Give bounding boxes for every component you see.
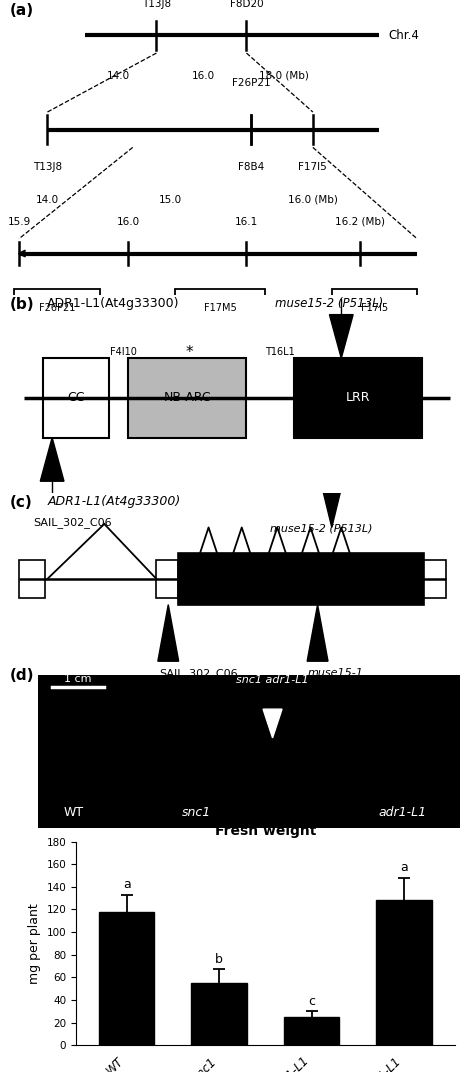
Bar [332, 288, 417, 327]
Text: F26P21: F26P21 [39, 303, 75, 313]
Text: T13J8: T13J8 [33, 162, 62, 173]
Text: F17I5: F17I5 [299, 162, 327, 173]
Polygon shape [263, 710, 282, 738]
Text: adr1-L1: adr1-L1 [379, 806, 427, 819]
Text: c: c [308, 995, 315, 1008]
Text: a: a [123, 878, 130, 891]
Text: SAIL_302_C06: SAIL_302_C06 [33, 517, 112, 527]
Text: CC: CC [67, 391, 84, 404]
Text: (d): (d) [9, 669, 34, 684]
Text: *: * [186, 345, 193, 360]
Text: F4I10: F4I10 [110, 347, 137, 357]
Text: 14.0: 14.0 [36, 195, 59, 205]
Bar [19, 560, 45, 598]
Text: 18.0 (Mb): 18.0 (Mb) [259, 71, 310, 80]
Text: 16.0: 16.0 [192, 71, 215, 80]
Polygon shape [329, 315, 353, 358]
Text: muse15-2 (P513L): muse15-2 (P513L) [275, 297, 383, 310]
Polygon shape [40, 437, 64, 481]
Text: T16L1: T16L1 [265, 347, 294, 357]
Text: 16.0 (Mb): 16.0 (Mb) [288, 195, 338, 205]
Text: (a): (a) [9, 3, 34, 18]
Text: ADR1-L1(At4g33300): ADR1-L1(At4g33300) [47, 495, 181, 508]
Polygon shape [307, 605, 328, 661]
Text: 1 cm: 1 cm [64, 673, 92, 684]
Bar [43, 358, 109, 437]
Bar [284, 1017, 339, 1045]
Text: F17M5: F17M5 [204, 303, 237, 313]
Text: 15.9: 15.9 [7, 217, 31, 227]
Text: muse15-1: muse15-1 [308, 668, 364, 679]
Bar [76, 333, 171, 372]
Text: 14.0: 14.0 [107, 71, 130, 80]
Polygon shape [158, 605, 179, 661]
Text: snc1: snc1 [182, 806, 211, 819]
Text: (b): (b) [9, 297, 34, 312]
Bar [191, 983, 247, 1045]
Text: LRR: LRR [346, 391, 370, 404]
Text: muse15-2 (P513L): muse15-2 (P513L) [270, 524, 373, 534]
Bar [128, 358, 246, 437]
Text: (c): (c) [9, 495, 32, 510]
Text: 15.0: 15.0 [159, 195, 182, 205]
Text: WT: WT [64, 806, 83, 819]
Text: ADR1-L1(At4g33300): ADR1-L1(At4g33300) [47, 297, 180, 310]
Bar [424, 560, 446, 598]
Text: (exon-intron border): (exon-intron border) [308, 702, 414, 713]
Bar [294, 358, 422, 437]
Text: 16.1: 16.1 [235, 217, 258, 227]
Text: F8D20: F8D20 [230, 0, 263, 9]
Bar [178, 553, 424, 605]
Bar [99, 911, 155, 1045]
Text: SAIL_302_C06: SAIL_302_C06 [159, 668, 237, 679]
Bar [14, 288, 100, 327]
Text: NB-ARC: NB-ARC [164, 391, 211, 404]
Bar [237, 333, 322, 372]
Text: T13J8: T13J8 [142, 0, 171, 9]
Bar [156, 560, 178, 598]
Title: Fresh weight: Fresh weight [215, 823, 316, 837]
Text: F26P21: F26P21 [232, 78, 271, 89]
Polygon shape [321, 485, 342, 527]
Text: snc1 adr1-L1: snc1 adr1-L1 [236, 675, 309, 685]
Text: 16.0: 16.0 [117, 217, 139, 227]
Text: b: b [215, 953, 223, 966]
Bar [38, 675, 460, 828]
Text: F8B4: F8B4 [238, 162, 264, 173]
Y-axis label: mg per plant: mg per plant [28, 903, 41, 984]
Text: Chr.4: Chr.4 [389, 29, 419, 42]
Bar [376, 900, 432, 1045]
Text: 16.2 (Mb): 16.2 (Mb) [335, 217, 385, 227]
Text: F17I5: F17I5 [361, 303, 388, 313]
Text: a: a [401, 861, 408, 875]
Bar [175, 288, 265, 327]
